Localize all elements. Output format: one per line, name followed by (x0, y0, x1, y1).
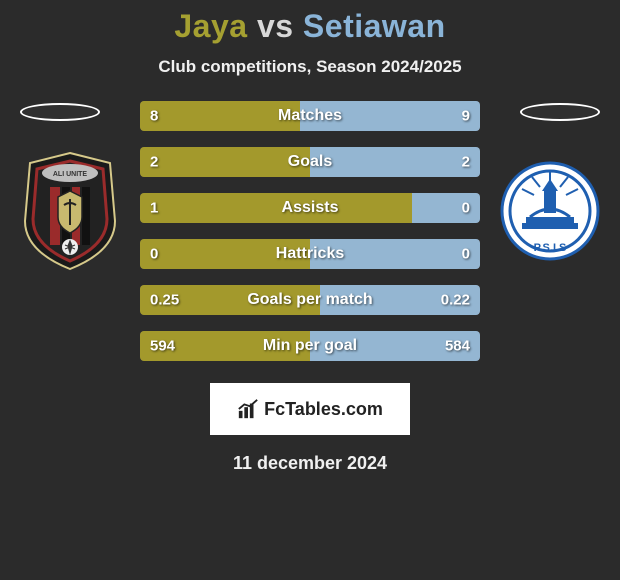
brand-text: FcTables.com (264, 399, 383, 420)
stat-value-right: 0 (462, 246, 470, 263)
stat-value-left: 1 (150, 200, 158, 217)
bar-left (140, 101, 300, 131)
comparison-title: Jaya vs Setiawan (0, 8, 620, 45)
stats-area: ALI UNITE P.S.I.S (0, 101, 620, 361)
svg-text:P.S.I.S: P.S.I.S (534, 242, 567, 254)
stat-label: Matches (278, 107, 342, 125)
psis-crest-icon: P.S.I.S (500, 161, 600, 261)
stat-value-right: 0 (462, 200, 470, 217)
bali-united-crest-icon: ALI UNITE (20, 151, 120, 271)
brand-box: FcTables.com (210, 383, 410, 435)
player2-name: Setiawan (303, 8, 446, 44)
bar-left (140, 193, 412, 223)
stat-row: 2 2 Goals (140, 147, 480, 177)
stats-rows: 8 9 Matches 2 2 Goals 1 0 Assists 0 0 Hattricks 0.25… (140, 101, 480, 361)
stat-row: 0 0 Hattricks (140, 239, 480, 269)
bar-right (310, 147, 480, 177)
generation-date: 11 december 2024 (0, 453, 620, 474)
stat-label: Hattricks (276, 245, 344, 263)
stat-value-right: 0.22 (441, 292, 470, 309)
stat-row: 8 9 Matches (140, 101, 480, 131)
bar-left (140, 147, 310, 177)
club-crest-left: ALI UNITE (20, 151, 120, 271)
club-crest-right: P.S.I.S (500, 161, 600, 281)
player1-name: Jaya (174, 8, 247, 44)
stat-value-left: 594 (150, 338, 175, 355)
shadow-ellipse-left (20, 103, 100, 121)
stat-value-right: 584 (445, 338, 470, 355)
stat-value-left: 2 (150, 154, 158, 171)
stat-label: Goals per match (247, 291, 372, 309)
stat-row: 0.25 0.22 Goals per match (140, 285, 480, 315)
stat-row: 1 0 Assists (140, 193, 480, 223)
stat-value-right: 9 (462, 108, 470, 125)
svg-text:ALI UNITE: ALI UNITE (53, 171, 88, 178)
stat-value-left: 8 (150, 108, 158, 125)
shadow-ellipse-right (520, 103, 600, 121)
stat-label: Assists (282, 199, 339, 217)
stat-row: 594 584 Min per goal (140, 331, 480, 361)
season-subtitle: Club competitions, Season 2024/2025 (0, 57, 620, 77)
stat-value-right: 2 (462, 154, 470, 171)
stat-value-left: 0.25 (150, 292, 179, 309)
stat-label: Min per goal (263, 337, 357, 355)
stat-label: Goals (288, 153, 332, 171)
chart-icon (237, 398, 259, 420)
vs-label: vs (257, 8, 294, 44)
stat-value-left: 0 (150, 246, 158, 263)
